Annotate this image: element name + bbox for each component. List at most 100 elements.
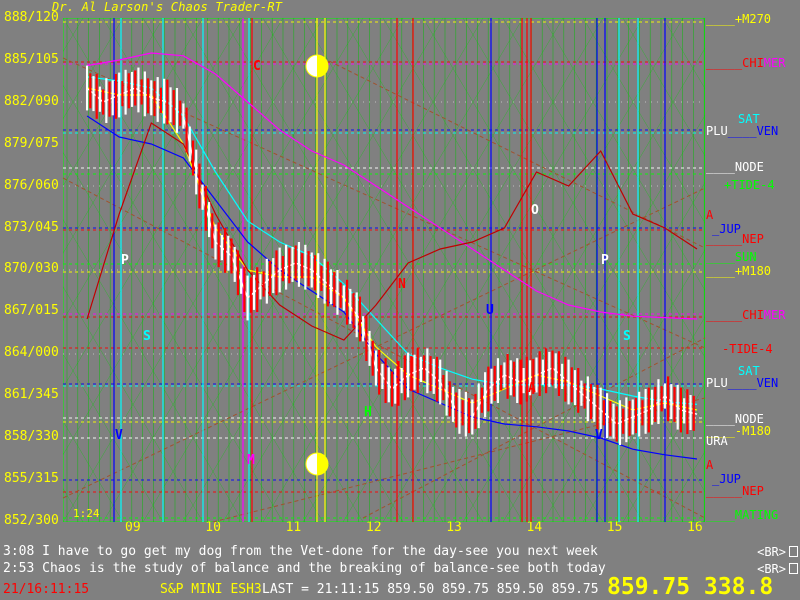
planet-label: A [706,208,713,222]
planet-label-part: ____VEN [727,376,779,390]
moon-icon-shade [317,55,328,77]
chart-marker-label: A [528,381,536,396]
planet-label-part: ____-M180 [706,424,772,438]
planet-label-part: ____+M180 [706,264,772,278]
y-axis-label: 861/345 [4,387,59,403]
planet-label: _JUP [712,472,741,486]
planet-label: _____CHIMER [706,308,785,322]
planet-label-part: ____NODE [706,160,764,174]
planet-label-part: _____NEP [706,232,764,246]
clock-display: 21/16:11:15 [3,582,90,597]
grid-diagonal-line [622,18,705,157]
price-chart[interactable]: C P S N U O A P S V H M V 1:24 [63,18,705,522]
planet-label: _JUP [712,222,741,236]
planet-label: _____NEP [706,232,764,246]
y-axis-label: 867/015 [4,303,59,319]
y-axis-label: 855/315 [4,470,59,486]
planet-label: +TIDE-4 [724,178,775,192]
checkbox-2[interactable] [789,563,798,574]
x-axis-label: 13 [446,520,462,535]
y-axis-label: 870/030 [4,261,59,277]
br-button-1[interactable]: <BR> [757,545,786,559]
planet-label-part: _JUP [712,222,741,236]
planet-label: ____NODE [706,412,764,426]
chat-message-2: 2:53 Chaos is the study of balance and t… [3,561,606,576]
chart-marker-label: S [143,329,151,344]
x-axis-label: 10 [205,520,221,535]
chart-marker-label: V [595,428,603,443]
planet-label: A [706,458,713,472]
planet-label-part: ____+M270 [706,12,772,26]
planet-label: SAT [738,364,760,378]
planet-label-part: ____NODE [706,412,764,426]
chart-marker-label: P [601,253,609,268]
trend-line [63,177,705,519]
y-axis-label: 852/300 [4,512,59,528]
grid-diagonal-line [63,18,84,53]
chat-message-1: 3:08 I have to go get my dog from the Ve… [3,544,598,559]
y-axis-label: 879/075 [4,135,59,151]
y-axis-label: 885/105 [4,51,59,67]
planet-label: ____+M180 [706,264,771,278]
planet-label-part: SAT [738,112,760,126]
chart-marker-label: M [247,453,255,468]
y-axis-label: 876/060 [4,177,59,193]
planet-label: ____MATING [706,508,778,522]
x-axis-label: 15 [606,520,623,535]
grid-diagonal-line [582,18,705,224]
planet-label-part: A [706,208,714,222]
series-average [86,52,698,320]
chart-marker-label: P [121,253,129,268]
chart-marker-label: C [253,59,261,74]
planet-label-part: -TIDE-4 [722,342,773,356]
planet-label: _____NEP [706,484,764,498]
planet-label: -TIDE-4 [722,342,773,356]
moon-icon-shade [317,453,328,475]
x-axis-label: 11 [285,520,302,535]
chart-marker-label: N [398,277,406,292]
planet-label-part: +TIDE-4 [724,178,775,192]
trend-line [63,57,705,349]
planet-label-part: PLU [706,124,728,138]
planet-label-part: ____MATING [706,508,779,522]
planet-label: _____CHIMER [706,56,785,70]
chart-marker-label: U [486,303,494,318]
window-title: Dr. Al Larson's Chaos Trader-RT [52,0,283,14]
planet-label-part: MER [763,308,786,322]
planet-label-part: PLU [706,376,728,390]
time-tag: 1:24 [73,507,100,520]
chart-marker-label: S [623,329,631,344]
last-price: 859.75 338.8 [607,574,774,600]
y-axis-label: 858/330 [4,429,59,444]
planet-label: PLU____VEN [706,124,778,138]
planet-label: ____SUN [706,250,757,264]
planet-label: ____NODE [706,160,764,174]
trend-line [362,337,705,519]
grid-diagonal-line [63,487,84,522]
x-axis-label: 09 [125,520,141,535]
planet-label: ____-M180 [706,424,771,438]
y-axis-label: 888/120 [4,10,59,25]
chart-marker-label: O [531,203,539,218]
trend-line [322,57,705,249]
planet-label-part: MER [763,56,786,70]
planet-label-part: _____NEP [706,484,764,498]
chart-marker-label: H [364,405,372,420]
y-axis-label: 873/045 [4,219,59,235]
planet-label-part: ____VEN [727,124,779,138]
planet-label-part: _JUP [712,472,741,486]
planet-label-part: ____SUN [706,250,757,264]
grid-diagonal-line [582,316,705,522]
planet-label: PLU____VEN [706,376,778,390]
checkbox-1[interactable] [789,546,798,557]
planet-label-part: URA [706,434,728,448]
planet-label: URA [706,434,728,448]
planet-label: SAT [738,112,760,126]
br-button-2[interactable]: <BR> [757,562,786,576]
planet-label-part: _____CHI [706,308,764,322]
grid-diagonal-line [622,383,705,522]
x-axis-label: 12 [365,520,382,535]
symbol-label: S&P MINI ESH3 [160,582,262,597]
x-axis-label: 14 [526,520,543,535]
y-axis-label: 864/000 [4,345,59,361]
